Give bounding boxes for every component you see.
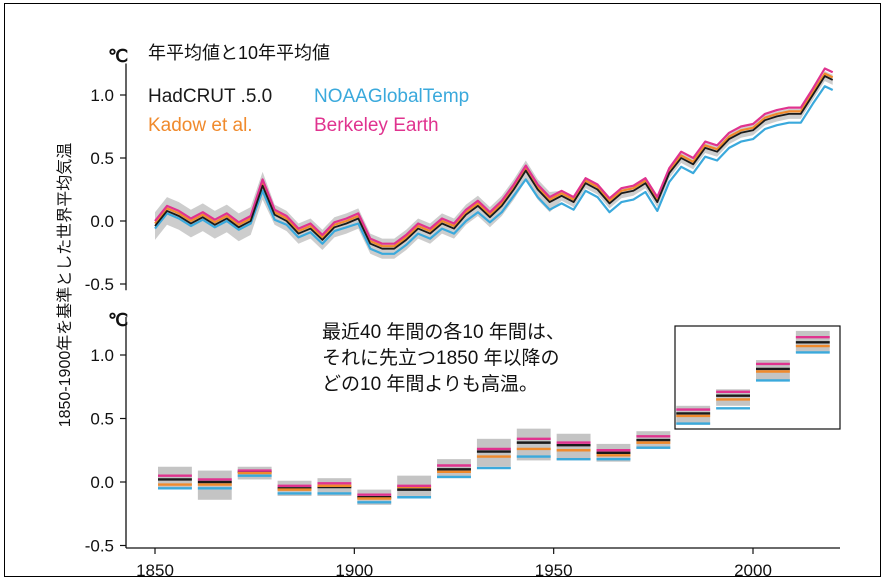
x-tick-label: 1850 xyxy=(136,561,174,580)
top-unit-label: ℃ xyxy=(108,46,128,66)
top-panel: -0.5 0.0 0.5 1.0 ℃ 年平均値と10年平均値 HadCRUT .5.0… xyxy=(85,43,833,294)
bottom-y-tick-label: -0.5 xyxy=(85,537,114,556)
legend-entry-kadow: Kadow et al. xyxy=(148,115,253,136)
bottom-panel: -0.5 0.0 0.5 1.0 1850 1900 1950 2000 ℃ 最近40 年間の… xyxy=(85,310,840,580)
legend-entry-noaa: NOAAGlobalTemp xyxy=(314,86,469,107)
top-series-line-noaa xyxy=(155,86,833,254)
top-y-tick-label: 0.5 xyxy=(90,149,114,168)
top-y-tick-label: 1.0 xyxy=(90,86,114,105)
decade-uncertainty-band xyxy=(557,434,591,461)
x-tick-label: 1950 xyxy=(535,561,573,580)
top-y-tick-label: -0.5 xyxy=(85,275,114,294)
bottom-y-tick-label: 0.0 xyxy=(90,473,114,492)
legend-entry-hadcrut: HadCRUT .5.0 xyxy=(148,86,272,107)
bottom-y-tick-label: 0.5 xyxy=(90,410,114,429)
y-axis-label: 1850-1900年を基準とした世界平均気温 xyxy=(56,143,74,428)
top-panel-title: 年平均値と10年平均値 xyxy=(148,43,330,63)
bottom-unit-label: ℃ xyxy=(108,310,128,330)
bottom-y-tick-label: 1.0 xyxy=(90,346,114,365)
x-tick-label: 2000 xyxy=(734,561,772,580)
top-y-tick-label: 0.0 xyxy=(90,212,114,231)
annotation-line: 最近40 年間の各10 年間は、 xyxy=(322,321,565,343)
legend: HadCRUT .5.0 NOAAGlobalTemp Kadow et al. Be… xyxy=(148,86,469,136)
annotation-line: それに先立つ1850 年以降の xyxy=(322,347,560,369)
decade-uncertainty-band xyxy=(477,439,511,467)
annotation-line: どの10 年間よりも高温。 xyxy=(322,373,538,395)
x-tick-label: 1900 xyxy=(335,561,373,580)
legend-entry-berkeley: Berkeley Earth xyxy=(314,115,439,136)
